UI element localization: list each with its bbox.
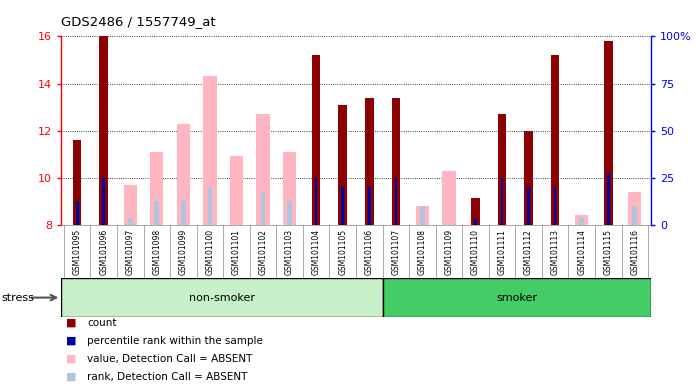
Text: ■: ■ [66,318,77,328]
Text: GSM101095: GSM101095 [72,229,81,275]
Bar [155,201,159,225]
Bar [312,55,320,225]
Bar [207,187,212,225]
Bar [500,206,505,225]
Text: GSM101103: GSM101103 [285,229,294,275]
Text: GSM101107: GSM101107 [391,229,400,275]
Text: GSM101097: GSM101097 [126,229,135,275]
Text: GSM101108: GSM101108 [418,229,427,275]
Text: smoker: smoker [496,293,537,303]
Bar [498,114,506,225]
Text: GSM101109: GSM101109 [445,229,454,275]
Bar [383,278,651,317]
Bar [579,218,584,225]
Bar [287,201,292,225]
Bar [473,215,478,225]
Bar [607,173,610,225]
Bar [500,178,503,225]
Text: count: count [87,318,116,328]
Bar [177,124,190,225]
Bar [604,41,612,225]
Bar [442,170,456,225]
Text: GSM101102: GSM101102 [258,229,267,275]
Bar [203,76,216,225]
Bar [551,55,560,225]
Bar [256,114,270,225]
Bar [61,278,383,317]
Bar [283,152,296,225]
Text: GSM101111: GSM101111 [498,229,507,275]
Bar [416,206,429,225]
Bar [368,187,370,225]
Text: stress: stress [1,293,34,303]
Bar [392,98,400,225]
Bar [338,105,347,225]
Bar [100,36,108,225]
Bar [633,206,638,225]
Bar [73,140,81,225]
Text: GSM101113: GSM101113 [551,229,560,275]
Text: GSM101116: GSM101116 [631,229,640,275]
Bar [102,178,105,225]
Text: GSM101100: GSM101100 [205,229,214,275]
Bar [261,192,265,225]
Text: ■: ■ [66,336,77,346]
Bar [342,187,344,225]
Bar [365,98,374,225]
Bar [230,156,243,225]
Text: GSM101110: GSM101110 [471,229,480,275]
Text: ■: ■ [66,354,77,364]
Bar [76,201,79,225]
Text: non-smoker: non-smoker [189,293,255,303]
Bar [606,206,610,225]
Bar [554,187,557,225]
Bar [128,218,133,225]
Text: GSM101098: GSM101098 [152,229,161,275]
Bar [315,178,317,225]
Bar [575,215,588,225]
Bar [474,219,477,225]
Bar [471,198,480,225]
Text: percentile rank within the sample: percentile rank within the sample [87,336,263,346]
Text: value, Detection Call = ABSENT: value, Detection Call = ABSENT [87,354,253,364]
Text: rank, Detection Call = ABSENT: rank, Detection Call = ABSENT [87,372,247,382]
Text: GSM101099: GSM101099 [179,229,188,275]
Text: GDS2486 / 1557749_at: GDS2486 / 1557749_at [61,15,216,28]
Text: GSM101104: GSM101104 [312,229,321,275]
Bar [124,185,137,225]
Bar [395,178,397,225]
Text: GSM101114: GSM101114 [577,229,586,275]
Bar [393,218,398,225]
Bar [628,192,642,225]
Bar [524,131,533,225]
Text: GSM101115: GSM101115 [603,229,612,275]
Bar [420,206,425,225]
Text: GSM101112: GSM101112 [524,229,533,275]
Text: GSM101101: GSM101101 [232,229,241,275]
Bar [528,187,530,225]
Text: GSM101096: GSM101096 [100,229,109,275]
Text: GSM101106: GSM101106 [365,229,374,275]
Bar [150,152,164,225]
Text: GSM101105: GSM101105 [338,229,347,275]
Text: ■: ■ [66,372,77,382]
Bar [181,201,186,225]
